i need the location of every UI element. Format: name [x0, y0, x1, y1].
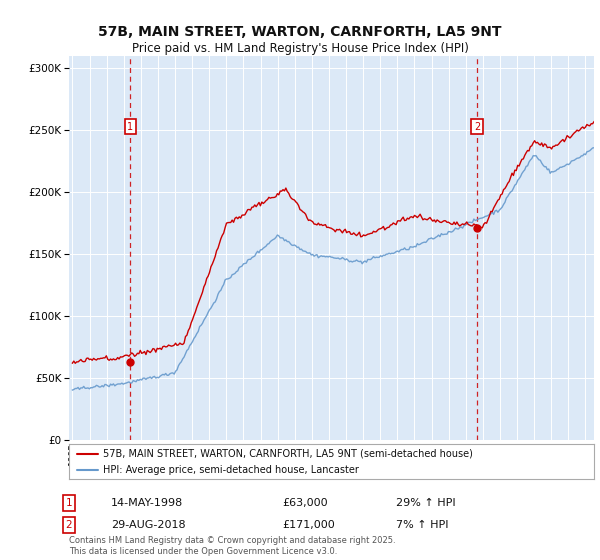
Text: 57B, MAIN STREET, WARTON, CARNFORTH, LA5 9NT (semi-detached house): 57B, MAIN STREET, WARTON, CARNFORTH, LA5…: [103, 449, 473, 459]
Text: Contains HM Land Registry data © Crown copyright and database right 2025.
This d: Contains HM Land Registry data © Crown c…: [69, 536, 395, 556]
Text: 7% ↑ HPI: 7% ↑ HPI: [396, 520, 449, 530]
Text: 1: 1: [127, 122, 133, 132]
Text: £171,000: £171,000: [282, 520, 335, 530]
Text: 2: 2: [65, 520, 73, 530]
Text: 57B, MAIN STREET, WARTON, CARNFORTH, LA5 9NT: 57B, MAIN STREET, WARTON, CARNFORTH, LA5…: [98, 25, 502, 39]
Text: 29-AUG-2018: 29-AUG-2018: [111, 520, 185, 530]
Text: 14-MAY-1998: 14-MAY-1998: [111, 498, 183, 508]
Text: 1: 1: [65, 498, 73, 508]
Text: £63,000: £63,000: [282, 498, 328, 508]
Text: HPI: Average price, semi-detached house, Lancaster: HPI: Average price, semi-detached house,…: [103, 465, 359, 475]
Text: Price paid vs. HM Land Registry's House Price Index (HPI): Price paid vs. HM Land Registry's House …: [131, 42, 469, 55]
Text: 29% ↑ HPI: 29% ↑ HPI: [396, 498, 455, 508]
Text: 2: 2: [474, 122, 480, 132]
